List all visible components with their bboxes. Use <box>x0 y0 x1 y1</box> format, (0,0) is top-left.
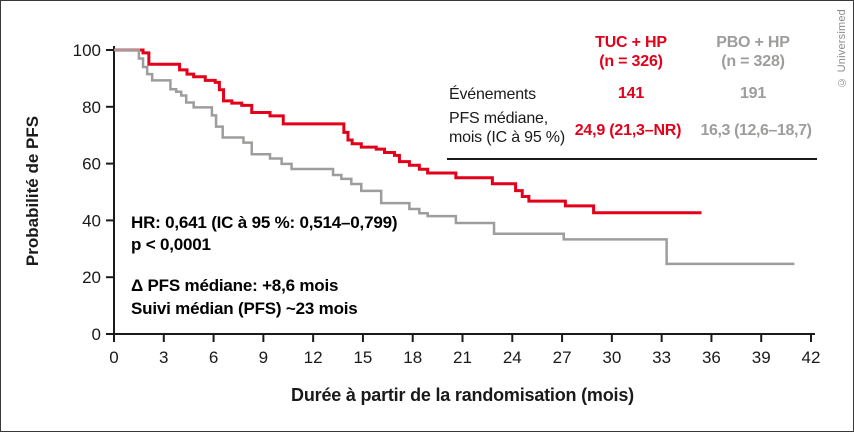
pbo-events-value: 191 <box>739 85 767 102</box>
y-tick-label: 20 <box>82 268 101 287</box>
tuc-events-value: 141 <box>617 85 645 102</box>
x-tick-label: 9 <box>259 348 268 367</box>
x-tick-label: 42 <box>802 348 821 367</box>
hazard-ratio-annotation: HR: 0,641 (IC à 95 %: 0,514–0,799) <box>131 213 398 232</box>
x-tick-label: 6 <box>209 348 218 367</box>
y-axis-title: Probabilité de PFS <box>23 115 42 267</box>
y-tick-label: 80 <box>82 98 101 117</box>
median-row-label-line2: mois (IC à 95 %) <box>449 129 565 146</box>
tuc-column-header: TUC + HP <box>595 34 667 51</box>
events-row-label: Événements <box>449 86 536 103</box>
pbo-column-n: (n = 328) <box>721 53 785 70</box>
x-tick-label: 24 <box>503 348 522 367</box>
x-tick-label: 30 <box>602 348 621 367</box>
x-tick-label: 0 <box>109 348 118 367</box>
x-tick-label: 39 <box>752 348 771 367</box>
copyright-credit: © Universimed <box>836 9 848 88</box>
delta-median-annotation: Δ PFS médiane: +8,6 mois <box>131 276 339 295</box>
y-tick-label: 40 <box>82 211 101 230</box>
x-tick-label: 3 <box>159 348 168 367</box>
y-tick-label: 60 <box>82 155 101 174</box>
x-tick-label: 21 <box>453 348 472 367</box>
x-tick-label: 15 <box>353 348 372 367</box>
p-value-annotation: p < 0,0001 <box>131 235 211 254</box>
tuc-survival-curve <box>114 48 702 215</box>
table-divider-line <box>447 158 817 160</box>
x-tick-label: 36 <box>702 348 721 367</box>
y-tick-label: 100 <box>73 41 101 60</box>
x-tick-label: 33 <box>652 348 671 367</box>
y-tick-label: 0 <box>92 325 101 344</box>
tuc-median-value: 24,9 (21,3–NR) <box>574 122 682 139</box>
median-followup-annotation: Suivi médian (PFS) ~23 mois <box>131 299 358 318</box>
x-tick-label: 12 <box>304 348 323 367</box>
pbo-median-value: 16,3 (12,6–18,7) <box>700 122 812 139</box>
pbo-column-header: PBO + HP <box>716 34 790 51</box>
x-axis-title: Durée à partir de la randomisation (mois… <box>291 385 634 405</box>
x-tick-label: 27 <box>553 348 572 367</box>
median-row-label-line1: PFS médiane, <box>449 110 548 127</box>
tuc-column-n: (n = 326) <box>599 53 663 70</box>
x-tick-label: 18 <box>403 348 422 367</box>
pbo-survival-curve <box>114 48 795 266</box>
